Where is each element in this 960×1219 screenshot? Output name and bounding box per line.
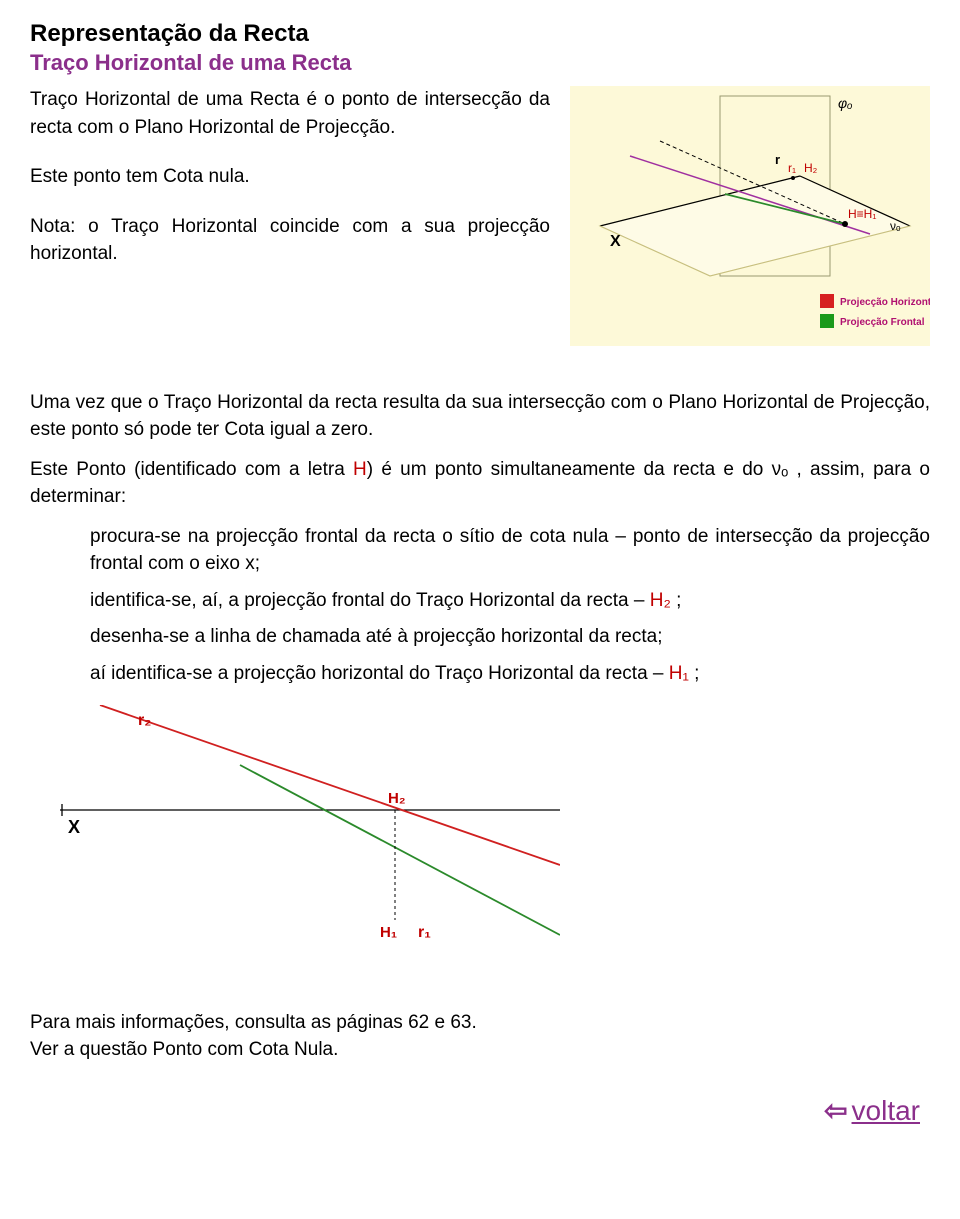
body-para-2-pre: Este Ponto (identificado com a letra xyxy=(30,459,353,480)
bullet-1: procura-se na projecção frontal da recta… xyxy=(90,524,930,577)
page-title: Representação da Recta xyxy=(30,20,930,48)
bullet-4-post: ; xyxy=(689,663,700,684)
intro-para-2: Este ponto tem Cota nula. xyxy=(30,163,550,191)
bullet-2-pre: identifica-se, aí, a projecção frontal d… xyxy=(90,590,650,611)
h2-point-3d xyxy=(791,176,795,180)
nu-label: νₒ xyxy=(890,219,901,233)
h2-label-2d: H₂ xyxy=(388,790,406,807)
h-point xyxy=(842,221,848,227)
bullet-list: procura-se na projecção frontal da recta… xyxy=(90,524,930,687)
diagram-2d: X r₂ r₁ H₂ H₁ xyxy=(60,705,560,965)
body-para-1: Uma vez que o Traço Horizontal da recta … xyxy=(30,390,930,443)
intro-text-block: Traço Horizontal de uma Recta é o ponto … xyxy=(30,86,550,366)
back-arrow-icon: ⇦ xyxy=(824,1095,847,1126)
bullet-2-h: H₂ xyxy=(650,590,671,611)
diagram-3d: X r r₁ H₂ H≡H₁ νₒ φₒ Projecção Horizonta… xyxy=(570,86,930,366)
hh1-label-3d: H≡H₁ xyxy=(848,207,876,221)
footer-info: Para mais informações, consulta as págin… xyxy=(30,1010,930,1063)
r2-label-2d: r₂ xyxy=(138,712,151,729)
page-subtitle: Traço Horizontal de uma Recta xyxy=(30,50,930,76)
bullet-2: identifica-se, aí, a projecção frontal d… xyxy=(90,588,930,615)
r2-line xyxy=(100,705,560,865)
bullet-2-post: ; xyxy=(671,590,682,611)
legend-label-horizontal: Projecção Horizontal xyxy=(840,297,930,308)
diagram-2d-wrap: X r₂ r₁ H₂ H₁ xyxy=(60,705,930,970)
bullet-4: aí identifica-se a projecção horizontal … xyxy=(90,661,930,688)
footer-line-2: Ver a questão Ponto com Cota Nula. xyxy=(30,1037,930,1064)
phi-label: φₒ xyxy=(838,95,853,111)
intro-para-1: Traço Horizontal de uma Recta é o ponto … xyxy=(30,86,550,141)
body-para-2: Este Ponto (identificado com a letra H) … xyxy=(30,457,930,510)
intro-section: Traço Horizontal de uma Recta é o ponto … xyxy=(30,86,930,366)
x-label-3d: X xyxy=(610,233,621,250)
r1-label-2d: r₁ xyxy=(418,924,431,941)
h-letter: H xyxy=(353,459,367,480)
bullet-4-h: H₁ xyxy=(669,663,689,684)
legend-swatch-green xyxy=(820,314,834,328)
x-label-2d: X xyxy=(68,817,80,837)
footer-line-1: Para mais informações, consulta as págin… xyxy=(30,1010,930,1037)
r-label-3d: r xyxy=(775,152,780,167)
voltar-row: ⇦voltar xyxy=(30,1094,930,1127)
h1-label-2d: H₁ xyxy=(380,924,397,941)
voltar-link[interactable]: voltar xyxy=(852,1095,920,1126)
legend-label-frontal: Projecção Frontal xyxy=(840,317,925,328)
r1-label-3d: r₁ xyxy=(788,161,796,175)
h2-label-3d: H₂ xyxy=(804,161,818,175)
bullet-4-pre: aí identifica-se a projecção horizontal … xyxy=(90,663,669,684)
legend-swatch-red xyxy=(820,294,834,308)
intro-note: Nota: o Traço Horizontal coincide com a … xyxy=(30,213,550,268)
bullet-3: desenha-se a linha de chamada até à proj… xyxy=(90,624,930,651)
